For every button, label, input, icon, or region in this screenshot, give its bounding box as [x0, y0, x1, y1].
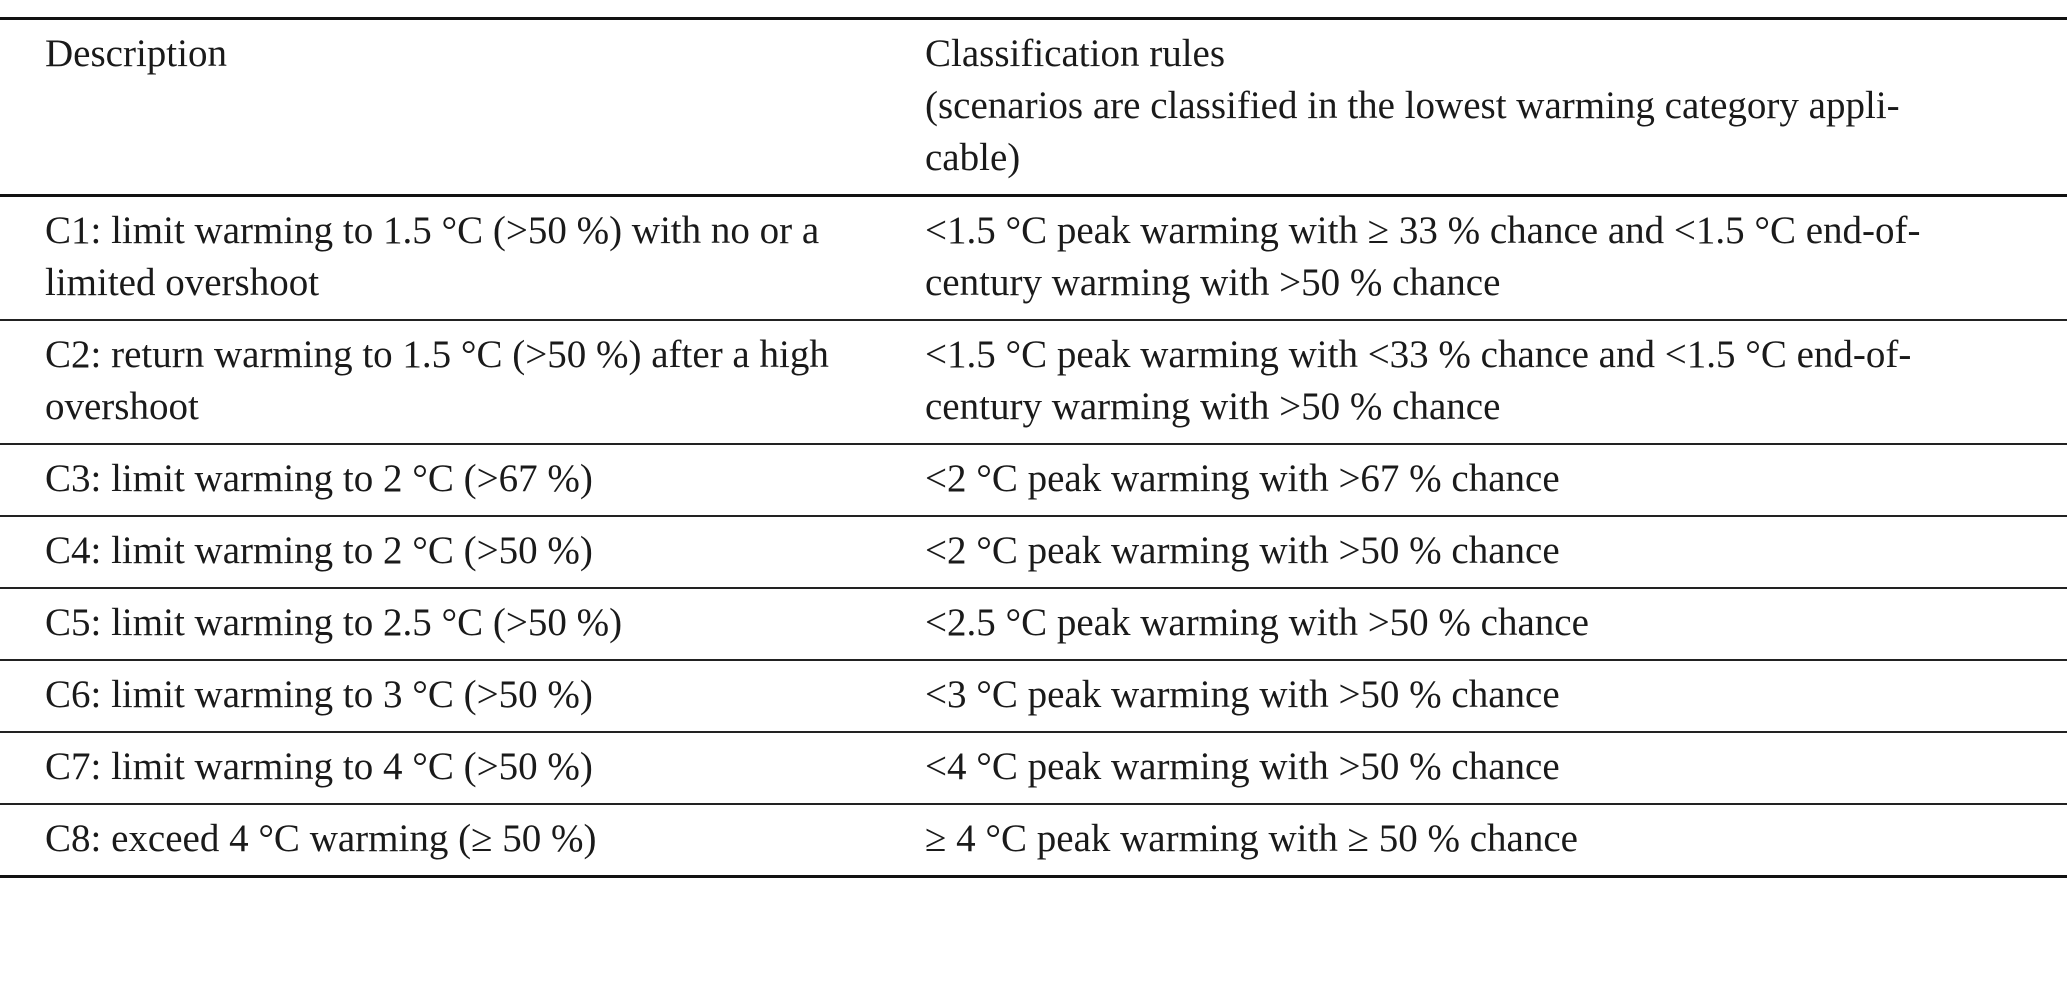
- table-row: C3: limit warming to 2 °C (>67 %) <2 °C …: [0, 444, 2067, 517]
- classification-rule: ≥ 4 °C peak warming with ≥ 50 % chance: [880, 804, 2067, 878]
- category-description: C5: limit warming to 2.5 °C (>50 %): [0, 588, 880, 661]
- table-row: C7: limit warming to 4 °C (>50 %) <4 °C …: [0, 732, 2067, 805]
- classification-rule: <1.5 °C peak warming with <33 % chance a…: [880, 320, 2067, 445]
- table-row: C1: limit warming to 1.5 °C (>50 %) with…: [0, 195, 2067, 321]
- header-rules-note-cont: cable): [925, 136, 1021, 179]
- classification-rule: <3 °C peak warming with >50 % chance: [880, 660, 2067, 733]
- table-row: C5: limit warming to 2.5 °C (>50 %) <2.5…: [0, 588, 2067, 661]
- table-row: C6: limit warming to 3 °C (>50 %) <3 °C …: [0, 660, 2067, 733]
- classification-rule: <1.5 °C peak warming with ≥ 33 % chance …: [880, 195, 2067, 321]
- category-description: C6: limit warming to 3 °C (>50 %): [0, 660, 880, 733]
- classification-rule: <2 °C peak warming with >67 % chance: [880, 444, 2067, 517]
- table-row: C8: exceed 4 °C warming (≥ 50 %) ≥ 4 °C …: [0, 804, 2067, 878]
- category-description: C7: limit warming to 4 °C (>50 %): [0, 732, 880, 805]
- classification-rule: <2.5 °C peak warming with >50 % chance: [880, 588, 2067, 661]
- table-row: C4: limit warming to 2 °C (>50 %) <2 °C …: [0, 516, 2067, 589]
- table-row: C2: return warming to 1.5 °C (>50 %) aft…: [0, 320, 2067, 445]
- classification-rule: <4 °C peak warming with >50 % chance: [880, 732, 2067, 805]
- category-description: C8: exceed 4 °C warming (≥ 50 %): [0, 804, 880, 878]
- category-description: C1: limit warming to 1.5 °C (>50 %) with…: [0, 195, 880, 321]
- warming-category-table: Description Classification rules (scenar…: [0, 17, 2067, 878]
- category-description: C3: limit warming to 2 °C (>67 %): [0, 444, 880, 517]
- header-classification-rules: Classification rules (scenarios are clas…: [880, 17, 2067, 197]
- header-description: Description: [0, 17, 880, 197]
- table-header-row: Description Classification rules (scenar…: [0, 17, 2067, 197]
- header-rules-note: (scenarios are classified in the lowest …: [925, 84, 1900, 127]
- category-description: C4: limit warming to 2 °C (>50 %): [0, 516, 880, 589]
- classification-rule: <2 °C peak warming with >50 % chance: [880, 516, 2067, 589]
- header-rules-title: Classification rules: [925, 32, 1226, 75]
- category-description: C2: return warming to 1.5 °C (>50 %) aft…: [0, 320, 880, 445]
